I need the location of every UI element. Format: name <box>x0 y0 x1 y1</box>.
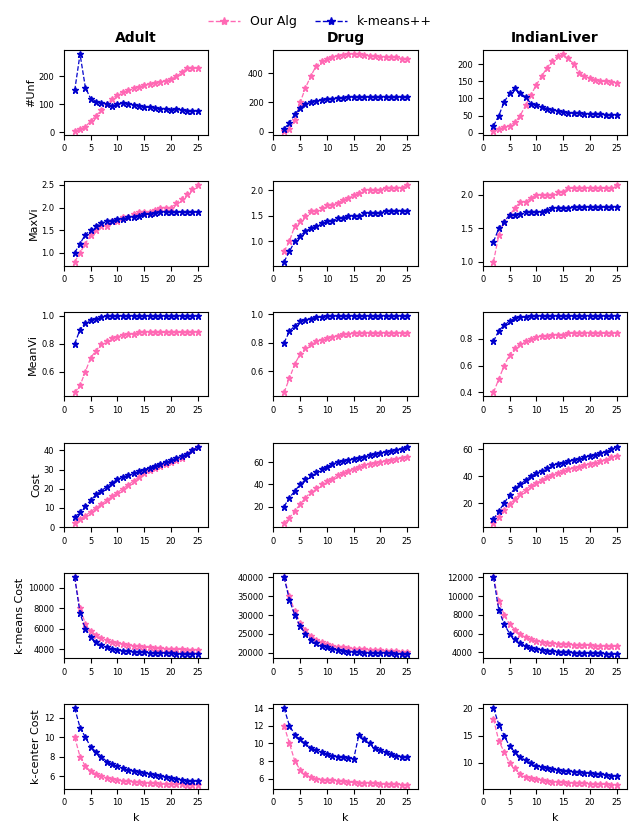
Title: Drug: Drug <box>326 31 365 45</box>
Y-axis label: #Unf: #Unf <box>26 78 36 107</box>
Title: Adult: Adult <box>115 31 157 45</box>
Y-axis label: MeanVi: MeanVi <box>28 334 38 374</box>
Y-axis label: k-means Cost: k-means Cost <box>15 577 25 654</box>
Y-axis label: k-center Cost: k-center Cost <box>31 709 41 784</box>
X-axis label: k: k <box>133 813 140 823</box>
X-axis label: k: k <box>552 813 558 823</box>
X-axis label: k: k <box>342 813 349 823</box>
Y-axis label: Cost: Cost <box>31 472 41 498</box>
Title: IndianLiver: IndianLiver <box>511 31 599 45</box>
Legend: Our Alg, k-means++: Our Alg, k-means++ <box>204 10 436 34</box>
Y-axis label: MaxVi: MaxVi <box>28 206 38 240</box>
